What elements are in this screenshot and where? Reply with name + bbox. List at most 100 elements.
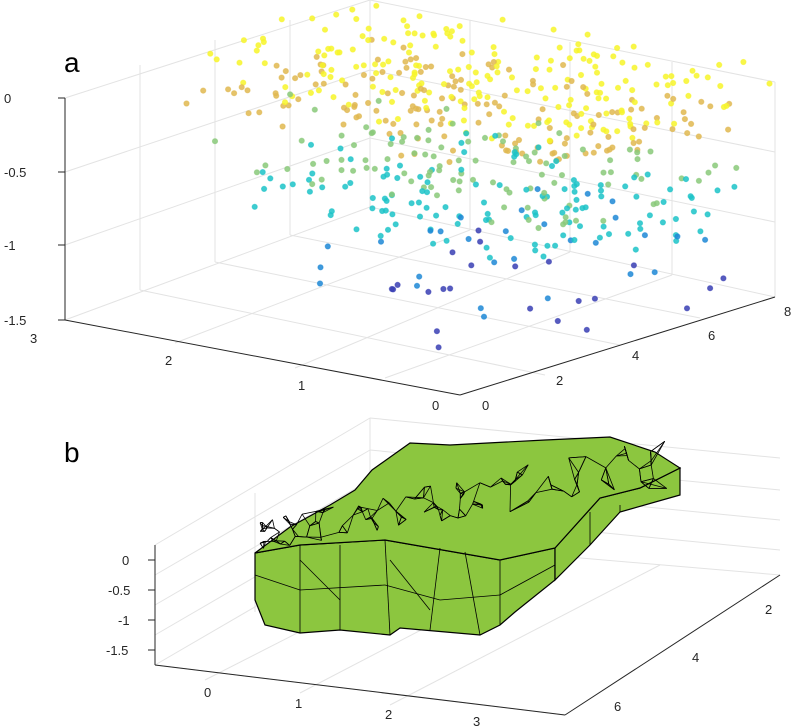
- scatter-point: [556, 130, 563, 137]
- mesh-edge: [430, 486, 434, 503]
- scatter-point: [457, 86, 464, 93]
- scatter-point: [465, 63, 472, 71]
- scatter-point: [382, 117, 389, 124]
- scatter-point: [337, 145, 344, 152]
- mesh-edge: [322, 508, 325, 513]
- scatter-point: [353, 63, 360, 70]
- scatter-point: [505, 121, 512, 128]
- scatter-point: [413, 121, 420, 128]
- scatter-point: [401, 170, 408, 177]
- scatter-point: [407, 107, 414, 114]
- scatter-point: [371, 165, 378, 172]
- scatter-point: [380, 61, 387, 68]
- scatter-point: [318, 176, 325, 183]
- scatter-point: [449, 249, 456, 256]
- scatter-point: [373, 2, 380, 9]
- scatter-point: [414, 134, 421, 141]
- mesh-edge: [264, 527, 268, 532]
- scatter-point: [394, 115, 401, 123]
- mesh-edge: [259, 522, 263, 530]
- scatter-point: [425, 288, 432, 295]
- scatter-point: [537, 85, 545, 92]
- scatter-point: [404, 23, 411, 30]
- scatter-point: [614, 84, 622, 91]
- scatter-point: [417, 68, 424, 76]
- scatter-point: [339, 77, 346, 84]
- scatter-point: [245, 110, 252, 117]
- mesh-edge: [405, 496, 424, 499]
- scatter-point: [459, 37, 466, 44]
- scatter-point: [630, 262, 638, 269]
- scatter-point: [475, 119, 482, 126]
- scatter-point: [544, 295, 551, 302]
- mesh-edge: [472, 503, 483, 509]
- scatter-point: [546, 137, 553, 144]
- scatter-point: [443, 25, 450, 33]
- scatter-point: [396, 69, 403, 76]
- mesh-edge: [441, 515, 451, 522]
- scatter-point: [448, 28, 455, 35]
- scatter-point: [638, 105, 645, 112]
- scatter-point: [267, 175, 274, 182]
- scatter-point: [324, 243, 331, 250]
- scatter-point: [592, 63, 599, 70]
- scatter-point: [375, 97, 382, 105]
- scatter-point: [510, 159, 517, 166]
- mesh-edge: [424, 485, 431, 488]
- mesh-edge: [292, 529, 299, 537]
- scatter-point: [428, 63, 435, 70]
- scatter-point: [579, 205, 586, 212]
- mesh-edge: [301, 513, 311, 527]
- scatter-point: [347, 179, 354, 187]
- scatter-point: [465, 235, 472, 243]
- scatter-point: [311, 106, 318, 113]
- scatter-point: [733, 164, 740, 171]
- scatter-point: [457, 98, 464, 105]
- scatter-point: [577, 71, 585, 79]
- scatter-point: [531, 241, 539, 248]
- scatter-point: [695, 133, 702, 140]
- scatter-point: [351, 103, 358, 111]
- scatter-point: [563, 135, 570, 142]
- scatter-point: [353, 15, 360, 23]
- y-axis-line: [459, 296, 776, 396]
- scatter-point: [714, 187, 721, 194]
- mesh-edge: [275, 531, 280, 541]
- scatter-point: [433, 212, 440, 219]
- scatter-point: [359, 33, 366, 40]
- mesh-edge: [360, 507, 363, 512]
- scatter-point: [333, 11, 340, 18]
- scatter-point: [407, 56, 414, 63]
- scatter-point: [576, 47, 583, 54]
- scatter-point: [667, 186, 674, 193]
- scatter-point: [238, 84, 245, 91]
- mesh-edge: [289, 521, 297, 525]
- mesh-edge: [650, 451, 652, 461]
- scatter-point: [614, 128, 621, 135]
- scatter-point: [603, 128, 610, 135]
- scatter-point: [403, 64, 410, 71]
- mesh-edge: [274, 527, 280, 533]
- scatter-point: [653, 200, 660, 207]
- scatter-point: [278, 74, 285, 81]
- scatter-point: [422, 151, 429, 158]
- mesh-edge: [551, 488, 564, 492]
- scatter-point: [560, 232, 567, 239]
- scatter-point: [320, 71, 327, 78]
- mesh-edge: [292, 524, 297, 530]
- mesh-edge: [382, 497, 390, 504]
- scatter-point: [413, 282, 421, 289]
- mesh-edge: [648, 478, 654, 489]
- scatter-point: [579, 146, 587, 153]
- y-tick-label: 8: [784, 304, 791, 319]
- mesh-edge: [465, 503, 473, 517]
- mesh-edge: [284, 540, 290, 546]
- scatter-point: [423, 189, 431, 196]
- scatter-point: [633, 193, 640, 200]
- mesh-edge: [456, 482, 461, 494]
- mesh-edge: [320, 532, 340, 538]
- scatter-point: [563, 205, 571, 212]
- scatter-point: [515, 136, 523, 144]
- scatter-point: [428, 184, 435, 191]
- scatter-point: [411, 71, 418, 78]
